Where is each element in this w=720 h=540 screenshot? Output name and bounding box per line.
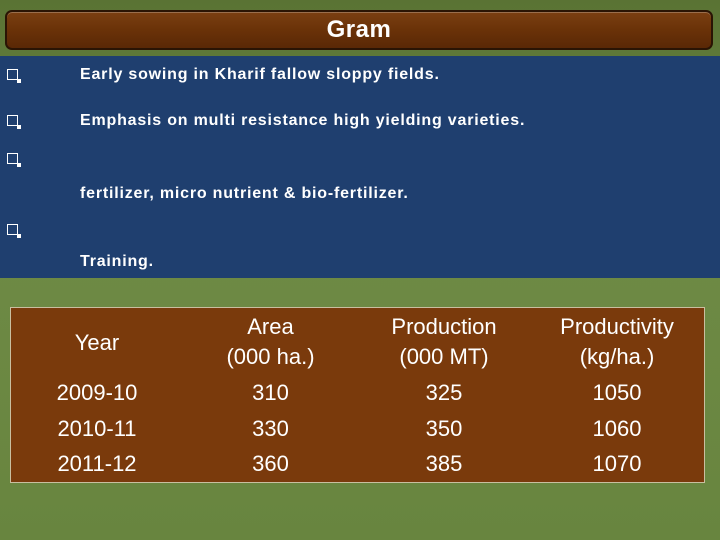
table-cell: 1050	[592, 380, 642, 405]
table-cell: 2010-11	[57, 416, 137, 441]
table-cell: 1070	[592, 451, 642, 476]
table-cell: 385	[425, 451, 463, 476]
table-cell: 325	[425, 380, 463, 405]
slide-title: Gram	[326, 16, 392, 43]
table-header-area: Area (000 ha.)	[226, 314, 315, 369]
table-cell: 2011-12	[57, 451, 137, 476]
data-table: Year Area (000 ha.) Production (000 MT) …	[10, 307, 705, 483]
table-cell: 360	[252, 451, 289, 476]
table-header-productivity: Productivity (kg/ha.)	[560, 314, 674, 369]
table-cell: 1060	[592, 416, 642, 441]
table-cell: 330	[252, 416, 289, 441]
checkbox-bullet-icon	[7, 115, 21, 129]
title-bar: Gram	[5, 10, 713, 50]
bullet-text-2: Emphasis on multi resistance high yieldi…	[80, 112, 526, 129]
table-header-production: Production (000 MT)	[391, 314, 497, 369]
bullet-text-1: Early sowing in Kharif fallow sloppy fie…	[80, 66, 440, 83]
checkbox-bullet-icon	[7, 224, 21, 238]
table-cell: 350	[425, 416, 463, 441]
table-header-year: Year	[74, 330, 120, 355]
bullets-panel: Early sowing in Kharif fallow sloppy fie…	[0, 56, 720, 278]
checkbox-bullet-icon	[7, 153, 21, 167]
checkbox-bullet-icon	[7, 69, 21, 83]
bullet-text-3: fertilizer, micro nutrient & bio-fertili…	[80, 185, 409, 202]
table-cell: 310	[252, 380, 289, 405]
table-cell: 2009-10	[56, 380, 138, 405]
bullet-text-4: Training.	[80, 253, 154, 270]
